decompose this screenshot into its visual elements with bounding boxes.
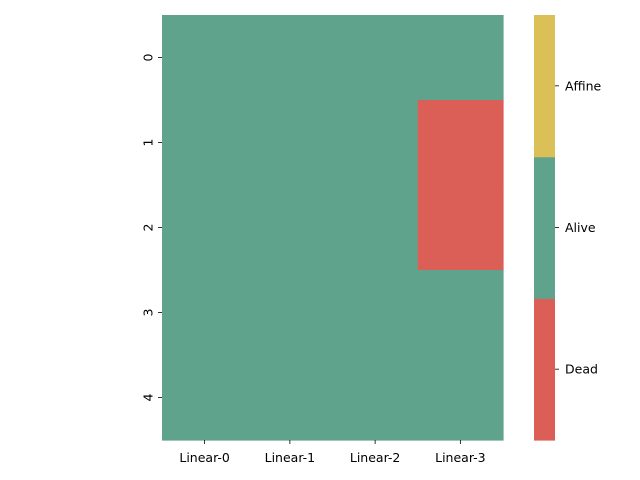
heatmap-cell	[332, 270, 419, 356]
heatmap-cell	[417, 100, 504, 186]
x-tick-label: Linear-0	[179, 450, 230, 465]
x-tick-label: Linear-3	[435, 450, 486, 465]
colorbar-label: Affine	[565, 78, 602, 93]
colorbar-label: Dead	[565, 362, 598, 377]
heatmap-cells	[162, 15, 504, 441]
heatmap-cell	[417, 270, 504, 356]
heatmap-cell	[417, 355, 504, 441]
y-tick-label: 3	[141, 309, 156, 317]
y-tick-label: 2	[141, 224, 156, 232]
heatmap-cell	[247, 355, 334, 441]
y-tick-label: 1	[141, 139, 156, 147]
heatmap-cell	[162, 355, 248, 441]
heatmap-cell	[332, 355, 419, 441]
x-tick-label: Linear-2	[350, 450, 401, 465]
colorbar-segment	[534, 15, 555, 158]
y-tick-label: 4	[141, 393, 156, 401]
x-tick-label: Linear-1	[265, 450, 316, 465]
y-axis: 0 1 2 3 4	[141, 53, 162, 401]
colorbar-label: Alive	[565, 220, 596, 235]
heatmap-cell	[162, 15, 248, 101]
heatmap-cell	[247, 185, 334, 271]
heatmap-cell	[417, 185, 504, 271]
colorbar-segment	[534, 156, 555, 299]
heatmap-cell	[332, 100, 419, 186]
heatmap-cell	[162, 185, 248, 271]
heatmap-cell	[332, 185, 419, 271]
heatmap-cell	[162, 270, 248, 356]
heatmap-cell	[247, 15, 334, 101]
heatmap-cell	[417, 15, 504, 101]
heatmap-cell	[247, 100, 334, 186]
heatmap-cell	[247, 270, 334, 356]
heatmap-cell	[332, 15, 419, 101]
x-axis: Linear-0 Linear-1 Linear-2 Linear-3	[179, 440, 486, 465]
y-tick-label: 0	[141, 53, 156, 61]
heatmap-cell	[162, 100, 248, 186]
colorbar: Dead Alive Affine	[534, 15, 602, 441]
colorbar-segment	[534, 298, 555, 441]
